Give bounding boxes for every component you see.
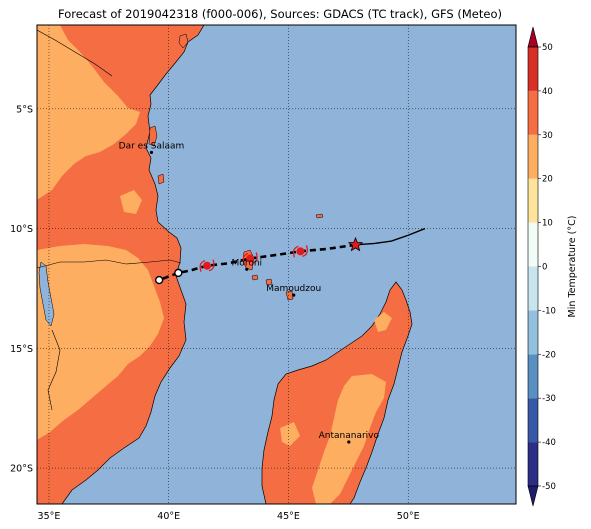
y-tick-label: 10°S (10, 224, 33, 235)
past-track-line (355, 227, 426, 246)
colorbar-tick-label: -30 (542, 394, 556, 404)
colorbar-band (528, 178, 538, 223)
colorbar-band (528, 266, 538, 311)
cyclone-symbol (292, 245, 308, 258)
colorbar-band (528, 442, 538, 486)
colorbar-tick-label: -40 (542, 438, 556, 448)
border-kenya-tanzania (37, 29, 113, 77)
x-tick-label: 40°E (157, 511, 180, 522)
y-tick-label: 15°S (10, 344, 33, 355)
madagascar (261, 281, 413, 504)
colorbar-tick-label: 10 (542, 219, 553, 229)
colorbar: 50 40 30 20 10 0 -10 -20 -30 -40 -50 Min Temperatur… (527, 26, 578, 507)
colorbar-extend-low (527, 485, 539, 507)
lake-malawi (38, 261, 55, 327)
colorbar-tick-label: 0 (542, 263, 547, 273)
y-tick-label: 5°S (16, 104, 33, 115)
colorbar-tick-label: -10 (542, 306, 556, 316)
colorbar-tick-label: -20 (542, 350, 556, 360)
cyclone-symbol (242, 252, 258, 265)
colorbar-tick-label: 20 (542, 175, 553, 185)
mafia-island (157, 173, 165, 185)
map-title: Forecast of 2019042318 (f000-006), Sourc… (58, 7, 502, 21)
colorbar-band (528, 398, 538, 443)
pemba-island (178, 33, 189, 49)
madagascar-mild-patch-north (374, 312, 392, 332)
city-label: Antananarivo (319, 431, 380, 441)
mayotte (285, 290, 294, 301)
colorbar-extend-high (527, 26, 539, 48)
x-tick-label: 45°E (277, 511, 300, 522)
colorbar-band (528, 90, 538, 135)
x-tick-label: 35°E (38, 511, 61, 522)
current-position-star-icon (347, 236, 364, 252)
colorbar-band (528, 310, 538, 355)
colorbar-tick-label: 30 (542, 131, 553, 141)
africa-mild-patch (120, 190, 142, 214)
border-mozambique-inland (47, 329, 61, 411)
low-marker (154, 275, 164, 285)
city-marker: Moroni (232, 258, 263, 271)
low-marker (174, 268, 183, 278)
city-marker: Antananarivo (319, 431, 380, 444)
colorbar-band (528, 134, 538, 179)
city-labels: Dar es Salaam Moroni Mamoudzou Antananarivo (119, 141, 380, 444)
city-label: Mamoudzou (266, 284, 321, 294)
border-tanzania-mozambique (37, 259, 182, 269)
madagascar-mild-zone (312, 374, 386, 504)
x-tick-label: 50°E (397, 511, 420, 522)
africa-mild-zone-north (37, 25, 140, 200)
colorbar-band (528, 47, 538, 91)
cyclone-track (154, 227, 426, 285)
cyclone-symbol (199, 259, 215, 272)
colorbar-tick-label: -50 (542, 482, 556, 492)
colorbar-tick-label: 40 (542, 87, 553, 97)
colorbar-band (528, 354, 538, 399)
y-tick-label: 20°S (10, 464, 33, 475)
colorbar-band (528, 222, 538, 267)
map-frame (36, 24, 517, 505)
africa-mild-zone-south (37, 244, 164, 440)
colorbar-tick-label: 50 (542, 43, 553, 53)
axis-labels: 35°E 40°E 45°E 50°E 5°S 10°S 15°S 20°S (10, 104, 420, 522)
city-marker: Mamoudzou (266, 284, 321, 297)
anjouan (265, 278, 273, 286)
moheli (251, 274, 259, 281)
forecast-track-line (158, 243, 356, 282)
gridlines (37, 25, 516, 504)
aldabra (315, 213, 324, 219)
madagascar-mild-patch-west (280, 422, 300, 446)
city-marker: Dar es Salaam (119, 141, 185, 155)
colorbar-label: Min Temperature (°C) (567, 216, 578, 318)
zanzibar-island (148, 125, 158, 147)
city-label: Dar es Salaam (119, 141, 185, 151)
city-label: Moroni (232, 258, 263, 268)
